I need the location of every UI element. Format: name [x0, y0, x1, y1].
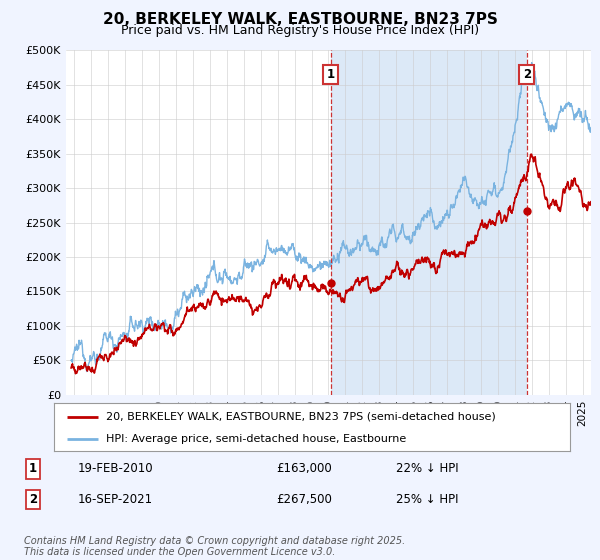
Text: 22% ↓ HPI: 22% ↓ HPI [396, 462, 458, 475]
Text: 20, BERKELEY WALK, EASTBOURNE, BN23 7PS (semi-detached house): 20, BERKELEY WALK, EASTBOURNE, BN23 7PS … [106, 412, 496, 422]
Text: 20, BERKELEY WALK, EASTBOURNE, BN23 7PS: 20, BERKELEY WALK, EASTBOURNE, BN23 7PS [103, 12, 497, 27]
Text: 2: 2 [29, 493, 37, 506]
Text: £163,000: £163,000 [276, 462, 332, 475]
Text: £267,500: £267,500 [276, 493, 332, 506]
Text: 1: 1 [326, 68, 335, 81]
Text: 1: 1 [29, 462, 37, 475]
Text: 2: 2 [523, 68, 531, 81]
Text: Contains HM Land Registry data © Crown copyright and database right 2025.
This d: Contains HM Land Registry data © Crown c… [24, 535, 405, 557]
Text: 25% ↓ HPI: 25% ↓ HPI [396, 493, 458, 506]
Bar [331, 50, 527, 395]
Text: Price paid vs. HM Land Registry's House Price Index (HPI): Price paid vs. HM Land Registry's House … [121, 24, 479, 37]
Text: 16-SEP-2021: 16-SEP-2021 [78, 493, 153, 506]
Text: HPI: Average price, semi-detached house, Eastbourne: HPI: Average price, semi-detached house,… [106, 434, 406, 444]
Text: 19-FEB-2010: 19-FEB-2010 [78, 462, 154, 475]
